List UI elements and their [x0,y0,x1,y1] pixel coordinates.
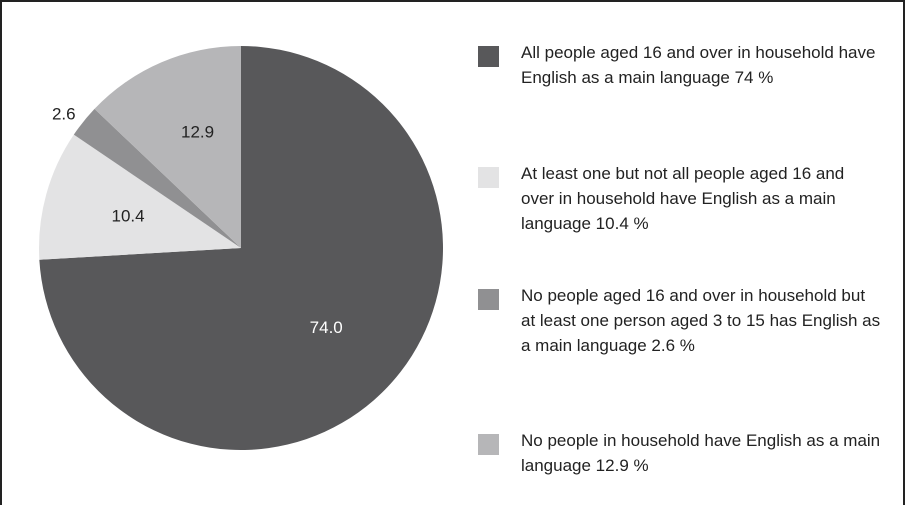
legend-swatch [478,46,499,67]
legend-label: All people aged 16 and over in household… [521,43,876,87]
legend-swatch [478,434,499,455]
legend-swatch [478,289,499,310]
pie-slice [94,46,242,248]
pie-slice [39,134,241,260]
slice-value-label: 12.9 [181,122,214,141]
legend-swatch [478,167,499,188]
pie-slice [73,108,241,249]
pie-slice [39,46,444,450]
slice-value-label: 10.4 [112,206,145,225]
slice-value-label: 2.6 [52,104,76,123]
pie-slices [39,46,444,450]
pie-value-labels: 74.0 10.4 2.6 12.9 [52,104,343,336]
pie-chart: 74.0 10.4 2.6 12.9 [39,46,444,450]
legend-label: No people in household have English as a… [521,431,881,475]
slice-value-label: 74.0 [310,318,343,337]
legend-label: No people aged 16 and over in household … [521,286,881,355]
legend-label: At least one but not all people aged 16 … [521,164,845,233]
